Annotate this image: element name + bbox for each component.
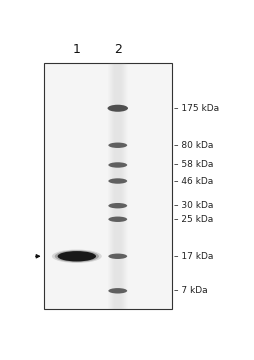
Text: – 58 kDa: – 58 kDa [174, 161, 214, 170]
Bar [110, 63, 125, 309]
Text: 1: 1 [73, 43, 81, 56]
Bar [110, 63, 125, 309]
Text: – 46 kDa: – 46 kDa [174, 176, 214, 185]
Bar [113, 63, 122, 309]
Text: – 80 kDa: – 80 kDa [174, 141, 214, 150]
Ellipse shape [108, 162, 127, 168]
Ellipse shape [108, 143, 127, 148]
Bar [109, 63, 126, 309]
Bar [109, 63, 126, 309]
Bar [113, 63, 123, 309]
Bar [115, 63, 121, 309]
Bar [115, 63, 120, 309]
Bar [114, 63, 122, 309]
Bar [115, 63, 121, 309]
Ellipse shape [55, 250, 99, 262]
Text: – 30 kDa: – 30 kDa [174, 201, 214, 210]
Bar [113, 63, 123, 309]
Ellipse shape [108, 288, 127, 293]
Bar [111, 63, 125, 309]
Ellipse shape [108, 178, 127, 184]
Text: 2: 2 [114, 43, 122, 56]
Text: – 17 kDa: – 17 kDa [174, 252, 214, 261]
Text: – 25 kDa: – 25 kDa [174, 215, 214, 224]
Bar [112, 63, 123, 309]
Text: – 7 kDa: – 7 kDa [174, 286, 208, 295]
Ellipse shape [108, 217, 127, 222]
Ellipse shape [108, 253, 127, 259]
Bar [111, 63, 124, 309]
Bar [108, 63, 128, 309]
Bar [112, 63, 124, 309]
Bar [109, 63, 127, 309]
Ellipse shape [58, 251, 96, 261]
Bar [44, 63, 171, 309]
Ellipse shape [52, 249, 102, 263]
Ellipse shape [107, 105, 128, 112]
Bar [114, 63, 121, 309]
Bar [107, 63, 128, 309]
Ellipse shape [108, 203, 127, 208]
Text: – 175 kDa: – 175 kDa [174, 104, 220, 113]
Bar [108, 63, 127, 309]
